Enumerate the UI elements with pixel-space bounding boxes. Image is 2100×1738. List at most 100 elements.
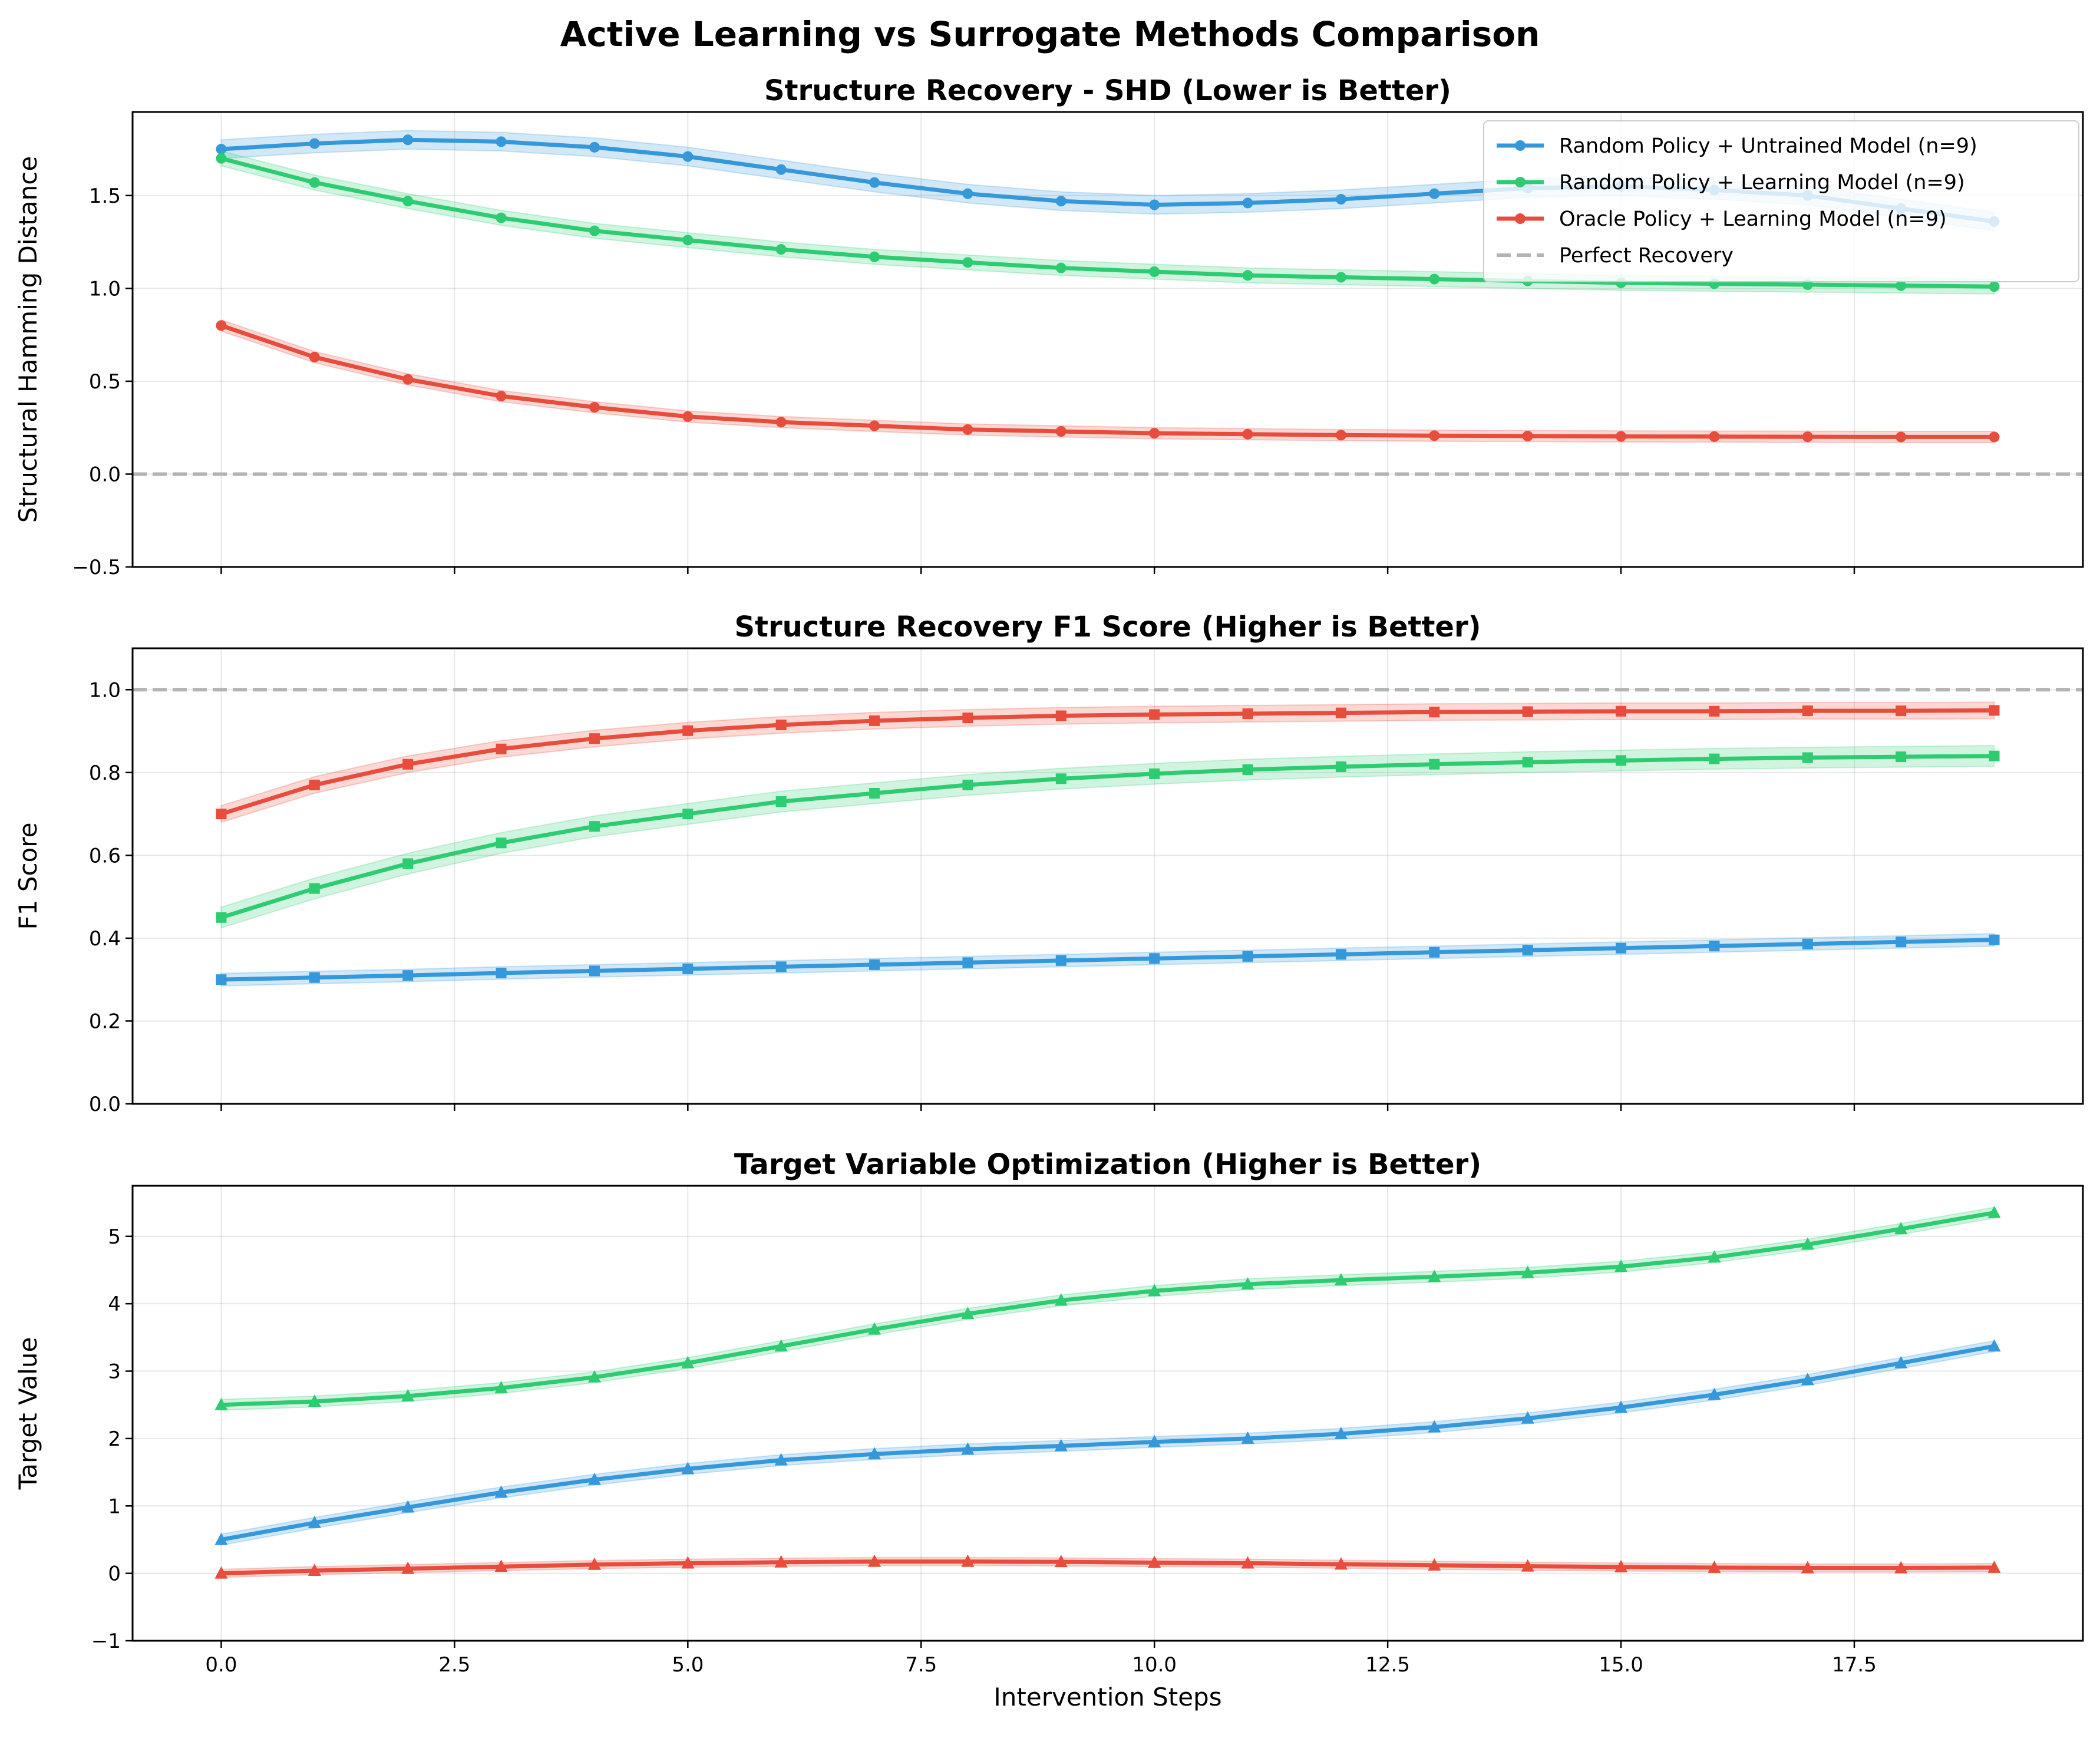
shd-series-random-policy-learning-model-n-9-point [589, 225, 600, 236]
target-series-oracle-policy-learning-model-n-9-point [774, 1555, 788, 1568]
target-series-oracle-policy-learning-model-n-9-point [587, 1557, 601, 1570]
shd-ticks: −0.5 0.0 0.5 1.0 1.5 [72, 184, 1855, 579]
target-series-random-policy-untrained-model-n-9-point [587, 1472, 601, 1485]
shd-series-random-policy-untrained-model-n-9-point [589, 141, 600, 153]
target-series-random-policy-untrained-model-n-9-point [1801, 1373, 1814, 1386]
target-series-random-policy-learning-model-n-9-point [774, 1339, 788, 1352]
f1-series-random-policy-untrained-model-n-9-point [775, 961, 787, 972]
legend-box [1483, 120, 2079, 282]
shd-series-random-policy-untrained-model-n-9-point [682, 151, 694, 162]
target-series-random-policy-learning-model-n-9-point [1614, 1259, 1628, 1272]
target-ticks: 0.0 2.5 5.0 7.5 10.0 12.5 15.0 17.5 −1 0 1 2 3 4 5 [91, 1225, 1877, 1677]
target-series-random-policy-untrained-model-n-9 [214, 1339, 2001, 1546]
target-x-tick-label: 17.5 [1832, 1653, 1877, 1677]
shd-series-oracle-policy-learning-model-n-9-point [402, 374, 414, 385]
legend-label-perfect-recovery: Perfect Recovery [1559, 244, 1734, 268]
f1-series-random-policy-learning-model-n-9-point [1802, 752, 1813, 763]
shd-series-random-policy-untrained-model-n-9-point [1335, 194, 1346, 205]
f1-series-oracle-policy-learning-model-n-9-point [1149, 709, 1160, 720]
f1-series-random-policy-learning-model-n-9-point [1335, 761, 1346, 772]
target-series-random-policy-untrained-model-n-9-point [1428, 1420, 1441, 1433]
target-series-random-policy-learning-model-n-9-point [1521, 1265, 1534, 1278]
shd-series-random-policy-learning-model-n-9-point [1242, 270, 1253, 281]
target-series-random-policy-learning-model-n-9-point [587, 1370, 601, 1383]
legend-marker-oracle-learning [1515, 213, 1526, 224]
target-series-random-policy-learning-model-n-9-point [1241, 1277, 1254, 1290]
target-series-random-policy-untrained-model-n-9-point [1241, 1431, 1254, 1444]
target-y-tick-label: 4 [108, 1292, 121, 1316]
f1-series-random-policy-learning-model-n-9-point [869, 787, 880, 799]
target-y-tick-label: 1 [108, 1495, 121, 1518]
legend-item-random-learning: Random Policy + Learning Model (n=9) [1497, 171, 1965, 194]
target-series-random-policy-untrained-model-n-9-point [1708, 1387, 1721, 1400]
f1-series-random-policy-untrained-model-n-9-point [1242, 951, 1253, 962]
f1-series-random-policy-learning-model-n-9-point [589, 821, 600, 832]
f1-series-random-policy-learning-model-n-9-point [1149, 768, 1160, 779]
f1-ticks: 0.0 0.2 0.4 0.6 0.8 1.0 [89, 678, 1855, 1116]
f1-y-tick-label: 0.8 [89, 761, 121, 785]
f1-series-random-policy-untrained-model-n-9-point [496, 967, 507, 978]
shd-series-random-policy-learning-model-n-9-point [869, 251, 880, 262]
target-series-oracle-policy-learning-model-n-9-point [961, 1554, 975, 1567]
shd-series-random-policy-learning-model-n-9-point [1429, 273, 1440, 285]
target-series-random-policy-learning-model-n-9-point [1428, 1269, 1441, 1282]
target-series-random-policy-untrained-model-n-9-point [1521, 1411, 1534, 1424]
shd-series-oracle-policy-learning-model-n-9-point [1242, 428, 1253, 440]
target-series-random-policy-untrained-model-n-9-point [774, 1453, 788, 1466]
target-series-oracle-policy-learning-model-n-9-point [1894, 1561, 1908, 1574]
f1-series-random-policy-untrained-model-n-9-point [309, 972, 320, 983]
shd-series-random-policy-learning-model-n-9-point [309, 177, 320, 188]
target-series-random-policy-learning-model-n-9-point [1987, 1205, 2001, 1218]
shd-series-oracle-policy-learning-model-n-9-point [1802, 431, 1813, 443]
legend-label-oracle-learning: Oracle Policy + Learning Model (n=9) [1559, 207, 1947, 231]
shd-series-random-policy-untrained-model-n-9-point [962, 188, 973, 199]
target-series-random-policy-untrained-model-n-9-point [681, 1462, 695, 1475]
legend-item-perfect-recovery: Perfect Recovery [1497, 244, 1734, 268]
target-series-random-policy-learning-model-n-9-point [214, 1397, 228, 1410]
shd-series-random-policy-untrained-model-n-9-point [869, 177, 880, 188]
f1-series-random-policy-learning-model-n-9-point [1896, 751, 1907, 763]
shd-series-oracle-policy-learning-model-n-9-point [589, 402, 600, 413]
shd-series-oracle-policy-learning-model-n-9-point [775, 417, 787, 428]
shd-series-random-policy-learning-model-n-9-point [775, 244, 787, 255]
shd-series-oracle-policy-learning-model-n-9-line [219, 323, 1997, 439]
shd-series-random-policy-learning-model-n-9-point [1335, 272, 1346, 283]
f1-series-random-policy-learning-model-n-9 [216, 745, 2000, 929]
f1-series-random-policy-untrained-model-n-9-line [219, 938, 1997, 982]
shd-series-random-policy-learning-model-n-9-point [1055, 262, 1066, 273]
shd-series-oracle-policy-learning-model-n-9-point [309, 351, 320, 362]
f1-series-random-policy-learning-model-n-9-point [1989, 750, 2000, 761]
shd-series-oracle-policy-learning-model-n-9-point [962, 424, 973, 435]
shd-series-oracle-policy-learning-model-n-9-point [1896, 431, 1907, 443]
target-series-oracle-policy-learning-model-n-9-line [219, 1559, 1997, 1576]
f1-y-tick-label: 0.2 [89, 1010, 121, 1033]
target-series-oracle-policy-learning-model-n-9-point [868, 1554, 881, 1567]
target-series-random-policy-untrained-model-n-9-point [1054, 1439, 1068, 1452]
target-series-random-policy-untrained-model-n-9-point [308, 1515, 321, 1528]
shd-series-random-policy-learning-model-n-9-point [496, 212, 507, 223]
f1-series-random-policy-learning-model-n-9-line [219, 754, 1997, 920]
f1-series-random-policy-learning-model-n-9-point [1522, 757, 1533, 768]
target-series-random-policy-learning-model-n-9-point [681, 1356, 695, 1368]
target-series-oracle-policy-learning-model-n-9-point [1054, 1555, 1068, 1568]
target-x-tick-label: 12.5 [1365, 1653, 1410, 1677]
f1-y-tick-label: 1.0 [89, 678, 121, 702]
f1-series-oracle-policy-learning-model-n-9-point [962, 713, 973, 724]
f1-series-random-policy-untrained-model-n-9-point [682, 963, 694, 974]
f1-series-random-policy-untrained-model-n-9-point [589, 965, 600, 977]
shd-series-oracle-policy-learning-model-n-9-point [496, 391, 507, 402]
f1-panel-title: Structure Recovery F1 Score (Higher is B… [734, 611, 1481, 644]
target-series-random-policy-learning-model-n-9-point [961, 1307, 975, 1320]
shd-series-oracle-policy-learning-model-n-9-point [1335, 430, 1346, 441]
f1-series-oracle-policy-learning-model-n-9-point [1522, 706, 1533, 717]
target-grid [133, 1186, 2083, 1641]
f1-series-random-policy-learning-model-n-9-band [220, 745, 1995, 929]
target-x-tick-label: 15.0 [1599, 1653, 1643, 1677]
target-y-axis-label: Target Value [14, 1337, 42, 1490]
f1-y-axis-label: F1 Score [14, 823, 42, 930]
target-panel-title: Target Variable Optimization (Higher is … [734, 1148, 1481, 1181]
shd-series-random-policy-learning-model-n-9-point [962, 257, 973, 268]
target-series-random-policy-untrained-model-n-9-point [214, 1532, 228, 1545]
shd-series-oracle-policy-learning-model-n-9-point [1149, 428, 1160, 439]
